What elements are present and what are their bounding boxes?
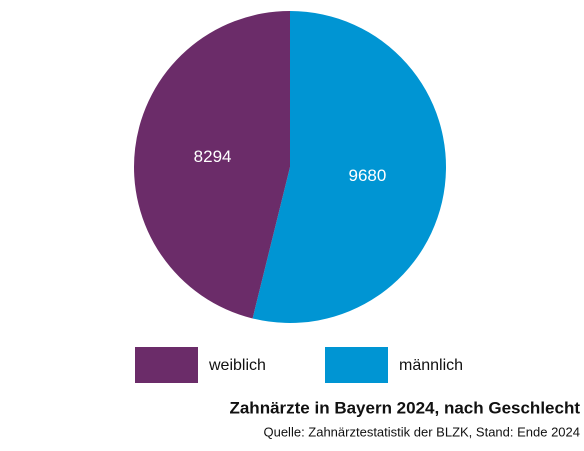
legend-swatch bbox=[135, 347, 198, 383]
chart-title: Zahnärzte in Bayern 2024, nach Geschlech… bbox=[229, 398, 580, 417]
data-label: 9680 bbox=[349, 166, 387, 185]
legend-label: männlich bbox=[399, 357, 463, 374]
pie-slice bbox=[134, 11, 290, 319]
chart-source: Quelle: Zahnärztestatistik der BLZK, Sta… bbox=[263, 424, 580, 439]
pie-slice bbox=[252, 11, 446, 324]
data-label: 8294 bbox=[194, 147, 232, 166]
legend-swatch bbox=[325, 347, 388, 383]
legend-label: weiblich bbox=[208, 357, 266, 374]
